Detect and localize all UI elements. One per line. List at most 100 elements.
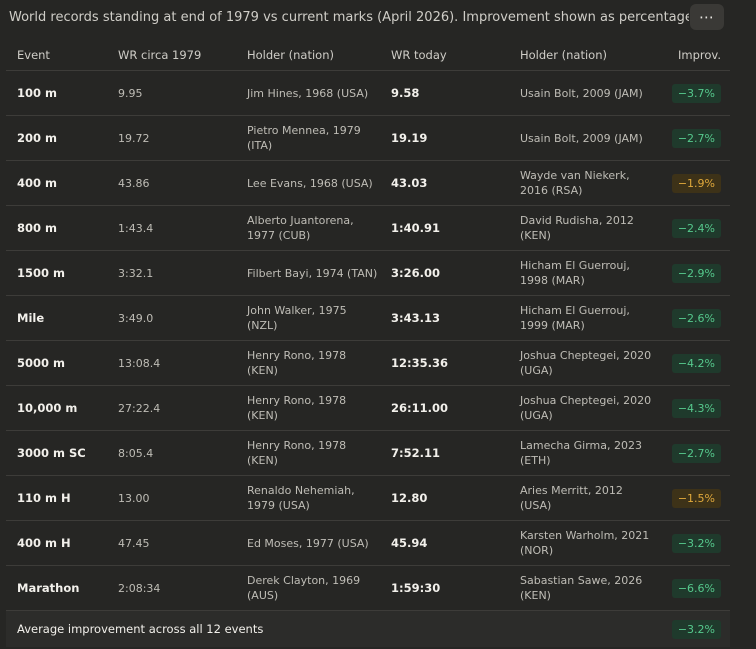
- event-cell: 10,000 m: [6, 385, 107, 431]
- improvement-cell: −4.3%: [657, 385, 730, 431]
- wr-today-cell: 7:52.11: [380, 430, 509, 476]
- wr-1979-cell: 1:43.4: [107, 205, 236, 251]
- holder-today-cell: Karsten Warholm, 2021 (NOR): [509, 520, 657, 566]
- wr-1979-cell: 3:32.1: [107, 250, 236, 296]
- improvement-cell: −1.9%: [657, 160, 730, 206]
- holder-today-cell: Joshua Cheptegei, 2020 (UGA): [509, 340, 657, 386]
- wr-today-cell: 1:40.91: [380, 205, 509, 251]
- wr-today-cell: 9.58: [380, 70, 509, 116]
- table-row: 110 m H 13.00 Renaldo Nehemiah, 1979 (USA)…: [6, 475, 730, 521]
- wr-today-cell: 3:26.00: [380, 250, 509, 296]
- holder-today-cell: Wayde van Niekerk, 2016 (RSA): [509, 160, 657, 206]
- improvement-cell: −1.5%: [657, 475, 730, 521]
- holder-today-cell: Joshua Cheptegei, 2020 (UGA): [509, 385, 657, 431]
- improvement-cell: −2.7%: [657, 115, 730, 161]
- table-row: Mile 3:49.0 John Walker, 1975 (NZL) 3:43.13…: [6, 295, 730, 341]
- holder-today-cell: Hicham El Guerrouj, 1999 (MAR): [509, 295, 657, 341]
- event-cell: 800 m: [6, 205, 107, 251]
- table-row: 1500 m 3:32.1 Filbert Bayi, 1974 (TAN) 3:26…: [6, 250, 730, 296]
- holder-today-cell: Usain Bolt, 2009 (JAM): [509, 70, 657, 116]
- holder-today-cell: Usain Bolt, 2009 (JAM): [509, 115, 657, 161]
- event-cell: 5000 m: [6, 340, 107, 386]
- wr-today-cell: 12:35.36: [380, 340, 509, 386]
- holder-1979-cell: Henry Rono, 1978 (KEN): [236, 340, 380, 386]
- wr-1979-cell: 43.86: [107, 160, 236, 206]
- wr-today-cell: 43.03: [380, 160, 509, 206]
- improvement-cell: −2.9%: [657, 250, 730, 296]
- table-row: 800 m 1:43.4 Alberto Juantorena, 1977 (CUB…: [6, 205, 730, 251]
- wr-today-cell: 3:43.13: [380, 295, 509, 341]
- header-wr-today: WR today: [380, 40, 509, 71]
- wr-today-cell: 19.19: [380, 115, 509, 161]
- wr-1979-cell: 3:49.0: [107, 295, 236, 341]
- improvement-badge: −6.6%: [671, 578, 721, 598]
- records-table: Event WR circa 1979 Holder (nation) WR t…: [6, 40, 730, 647]
- table-row: 400 m 43.86 Lee Evans, 1968 (USA) 43.03 Wayd…: [6, 160, 730, 206]
- wr-1979-cell: 47.45: [107, 520, 236, 566]
- header-wr-1979: WR circa 1979: [107, 40, 236, 71]
- improvement-badge: −4.2%: [671, 353, 721, 373]
- event-cell: 3000 m SC: [6, 430, 107, 476]
- holder-today-cell: David Rudisha, 2012 (KEN): [509, 205, 657, 251]
- header-event: Event: [6, 40, 107, 71]
- holder-1979-cell: Henry Rono, 1978 (KEN): [236, 430, 380, 476]
- event-cell: Mile: [6, 295, 107, 341]
- holder-today-cell: Aries Merritt, 2012 (USA): [509, 475, 657, 521]
- wr-today-cell: 1:59:30: [380, 565, 509, 611]
- improvement-cell: −2.7%: [657, 430, 730, 476]
- improvement-badge: −4.3%: [671, 398, 721, 418]
- wr-1979-cell: 13:08.4: [107, 340, 236, 386]
- summary-label: Average improvement across all 12 events: [6, 610, 657, 647]
- holder-1979-cell: John Walker, 1975 (NZL): [236, 295, 380, 341]
- wr-1979-cell: 9.95: [107, 70, 236, 116]
- wr-today-cell: 12.80: [380, 475, 509, 521]
- improvement-cell: −3.7%: [657, 70, 730, 116]
- event-cell: 400 m H: [6, 520, 107, 566]
- table-row: 3000 m SC 8:05.4 Henry Rono, 1978 (KEN) 7:5…: [6, 430, 730, 476]
- header-row: Event WR circa 1979 Holder (nation) WR t…: [6, 40, 730, 71]
- wr-1979-cell: 8:05.4: [107, 430, 236, 476]
- event-cell: 400 m: [6, 160, 107, 206]
- holder-1979-cell: Alberto Juantorena, 1977 (CUB): [236, 205, 380, 251]
- improvement-badge: −2.6%: [671, 308, 721, 328]
- header-holder-1979: Holder (nation): [236, 40, 380, 71]
- holder-today-cell: Sabastian Sawe, 2026 (KEN): [509, 565, 657, 611]
- holder-1979-cell: Lee Evans, 1968 (USA): [236, 160, 380, 206]
- improvement-badge: −3.7%: [671, 83, 721, 103]
- table-row: 200 m 19.72 Pietro Mennea, 1979 (ITA) 19.19…: [6, 115, 730, 161]
- holder-1979-cell: Henry Rono, 1978 (KEN): [236, 385, 380, 431]
- improvement-cell: −3.2%: [657, 520, 730, 566]
- holder-1979-cell: Filbert Bayi, 1974 (TAN): [236, 250, 380, 296]
- table-row: 100 m 9.95 Jim Hines, 1968 (USA) 9.58 Usain …: [6, 70, 730, 116]
- holder-1979-cell: Pietro Mennea, 1979 (ITA): [236, 115, 380, 161]
- wr-today-cell: 45.94: [380, 520, 509, 566]
- event-cell: 200 m: [6, 115, 107, 161]
- header-improvement: Improv.: [657, 40, 730, 71]
- holder-1979-cell: Ed Moses, 1977 (USA): [236, 520, 380, 566]
- header-holder-today: Holder (nation): [509, 40, 657, 71]
- improvement-badge: −2.9%: [671, 263, 721, 283]
- improvement-cell: −4.2%: [657, 340, 730, 386]
- table-row: 400 m H 47.45 Ed Moses, 1977 (USA) 45.94 Kar…: [6, 520, 730, 566]
- wr-1979-cell: 13.00: [107, 475, 236, 521]
- improvement-cell: −2.4%: [657, 205, 730, 251]
- summary-cell: −3.2%: [657, 610, 730, 647]
- improvement-badge: −2.7%: [671, 128, 721, 148]
- wr-1979-cell: 27:22.4: [107, 385, 236, 431]
- holder-1979-cell: Jim Hines, 1968 (USA): [236, 70, 380, 116]
- event-cell: Marathon: [6, 565, 107, 611]
- table-row: 10,000 m 27:22.4 Henry Rono, 1978 (KEN) 26:…: [6, 385, 730, 431]
- table-row: Marathon 2:08:34 Derek Clayton, 1969 (AUS)…: [6, 565, 730, 611]
- records-body: 100 m 9.95 Jim Hines, 1968 (USA) 9.58 Usain …: [6, 70, 730, 611]
- holder-1979-cell: Derek Clayton, 1969 (AUS): [236, 565, 380, 611]
- holder-today-cell: Hicham El Guerrouj, 1998 (MAR): [509, 250, 657, 296]
- more-options-button[interactable]: ⋯: [690, 4, 724, 30]
- wr-1979-cell: 2:08:34: [107, 565, 236, 611]
- wr-1979-cell: 19.72: [107, 115, 236, 161]
- holder-today-cell: Lamecha Girma, 2023 (ETH): [509, 430, 657, 476]
- event-cell: 100 m: [6, 70, 107, 116]
- improvement-badge: −2.4%: [671, 218, 721, 238]
- improvement-cell: −6.6%: [657, 565, 730, 611]
- summary-row: Average improvement across all 12 events…: [6, 610, 730, 647]
- improvement-cell: −2.6%: [657, 295, 730, 341]
